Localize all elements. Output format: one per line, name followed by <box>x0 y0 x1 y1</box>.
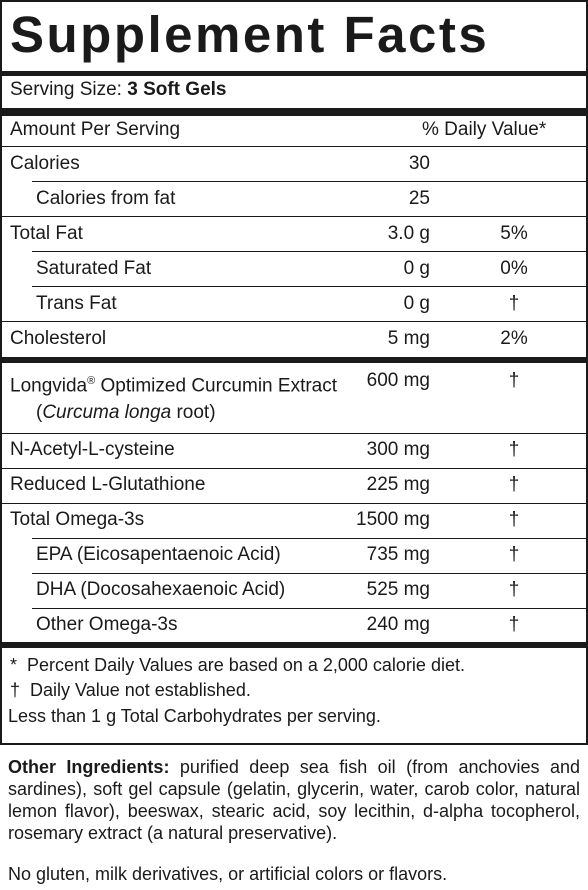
serving-size-label: Serving Size: <box>10 79 122 100</box>
ingredient-name: EPA (Eicosapentaenoic Acid) <box>36 544 281 565</box>
source-paren-open: ( <box>36 402 43 423</box>
ingredient-brand: Longvida <box>10 375 88 397</box>
serving-rule <box>2 108 586 116</box>
row-divider <box>32 573 586 574</box>
source-part: root) <box>171 402 216 423</box>
nutrient-amount: 0 g <box>403 293 430 314</box>
ingredient-name: Longvida® Optimized Curcumin Extract <box>10 369 337 398</box>
row-divider <box>2 503 586 504</box>
nutrient-name: Cholesterol <box>10 328 107 349</box>
nutrient-name: Calories from fat <box>36 188 176 209</box>
ingredient-daily-value: † <box>508 614 520 635</box>
nutrient-name: Total Fat <box>10 223 83 244</box>
nutrient-amount: 30 <box>408 153 430 174</box>
ingredient-amount: 525 mg <box>366 579 430 600</box>
nutrient-name: Saturated Fat <box>36 258 152 279</box>
footnote-not-established: † Daily Value not established. <box>10 679 251 701</box>
serving-size: Serving Size: 3 Soft Gels <box>10 78 226 102</box>
amount-per-serving-header: Amount Per Serving <box>10 119 181 140</box>
footnote-daily-value: * Percent Daily Values are based on a 2,… <box>10 654 465 676</box>
ingredient-name: Reduced L-Glutathione <box>10 474 206 495</box>
ingredient-amount: 1500 mg <box>356 509 430 530</box>
section-rule <box>2 357 586 363</box>
nutrient-daily-value: 5% <box>500 223 528 244</box>
header-divider <box>2 146 586 147</box>
row-divider <box>2 321 586 322</box>
row-divider <box>32 286 586 287</box>
ingredient-daily-value: † <box>508 579 520 600</box>
nutrient-name: Trans Fat <box>36 293 117 314</box>
ingredient-name: Total Omega-3s <box>10 509 145 530</box>
registered-mark: ® <box>87 375 96 387</box>
ingredient-name: Other Omega-3s <box>36 614 178 635</box>
ingredient-daily-value: † <box>508 439 520 460</box>
footer-rule <box>2 642 586 648</box>
footnote-star-text: Percent Daily Values are based on a 2,00… <box>27 655 465 675</box>
nutrient-daily-value: 2% <box>500 328 528 349</box>
row-divider <box>32 251 586 252</box>
other-ingredients-label: Other Ingredients: <box>8 757 170 777</box>
ingredient-name-rest: Optimized Curcumin Extract <box>95 375 338 397</box>
supplement-facts-panel: Supplement Facts Serving Size: 3 Soft Ge… <box>0 0 588 745</box>
ingredient-daily-value: † <box>508 509 520 530</box>
footnote-dagger-text: Daily Value not established. <box>30 680 251 700</box>
nutrient-name: Calories <box>10 153 80 174</box>
ingredient-daily-value: † <box>508 370 520 391</box>
ingredient-amount: 240 mg <box>366 614 430 635</box>
other-ingredients: Other Ingredients: purified deep sea fis… <box>8 756 580 844</box>
row-divider <box>2 433 586 434</box>
daily-value-header: % Daily Value* <box>422 119 547 140</box>
ingredient-name: N-Acetyl-L-cysteine <box>10 439 175 460</box>
source-latin-name: Curcuma longa <box>42 402 172 423</box>
footnote-dagger-symbol: † <box>10 680 21 700</box>
ingredient-amount: 735 mg <box>366 544 430 565</box>
ingredient-amount: 600 mg <box>366 370 430 391</box>
row-divider <box>32 608 586 609</box>
row-divider <box>32 538 586 539</box>
ingredient-source: (Curcuma longa root) <box>36 401 216 425</box>
row-divider <box>32 181 586 182</box>
nutrient-amount: 5 mg <box>387 328 430 349</box>
footnote-star-symbol: * <box>10 655 18 675</box>
row-divider <box>2 468 586 469</box>
ingredient-amount: 300 mg <box>366 439 430 460</box>
ingredient-name: DHA (Docosahexaenoic Acid) <box>36 579 286 600</box>
nutrient-daily-value: † <box>508 293 520 314</box>
footnote-carbohydrates: Less than 1 g Total Carbohydrates per se… <box>8 706 381 726</box>
nutrient-amount: 0 g <box>403 258 430 279</box>
ingredient-amount: 225 mg <box>366 474 430 495</box>
nutrient-amount: 25 <box>408 188 430 209</box>
free-from-statement: No gluten, milk derivatives, or artifici… <box>8 864 448 884</box>
serving-size-value: 3 Soft Gels <box>127 79 227 100</box>
row-divider <box>2 216 586 217</box>
ingredient-daily-value: † <box>508 544 520 565</box>
ingredient-daily-value: † <box>508 474 520 495</box>
panel-title: Supplement Facts <box>10 6 490 63</box>
other-ingredients-text: purified deep sea fish oil (from anchovi… <box>8 757 580 843</box>
title-rule <box>2 71 586 76</box>
nutrient-daily-value: 0% <box>500 258 528 279</box>
nutrient-amount: 3.0 g <box>387 223 430 244</box>
